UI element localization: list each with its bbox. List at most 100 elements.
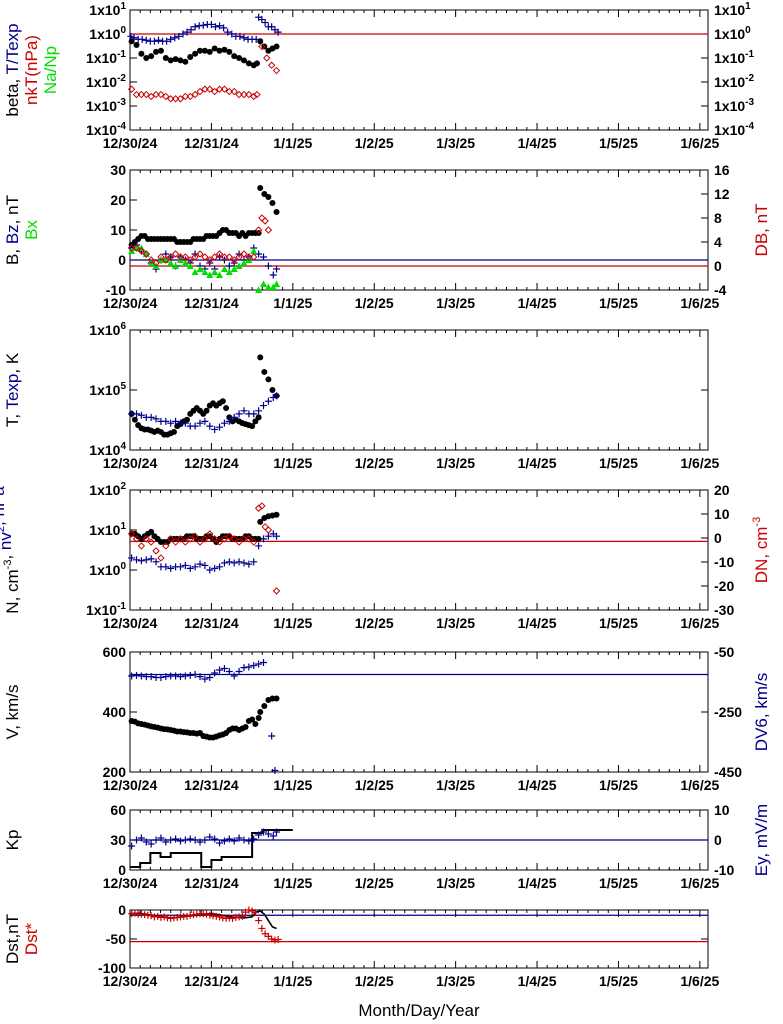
y-tick-label: 400 xyxy=(103,704,127,720)
data-point xyxy=(219,398,226,405)
data-point xyxy=(137,247,146,255)
y-axis-label-line-0: beta, T/Texp xyxy=(3,23,22,116)
data-point xyxy=(152,90,160,99)
data-point xyxy=(245,535,253,543)
data-point xyxy=(167,35,175,43)
data-point xyxy=(264,830,272,838)
data-point xyxy=(265,194,272,200)
data-point xyxy=(252,721,259,727)
data-point xyxy=(183,28,191,36)
series-3 xyxy=(128,530,281,574)
x-tick-label: 12/31/24 xyxy=(184,135,239,151)
data-point xyxy=(162,838,170,846)
data-point xyxy=(176,253,185,261)
data-point xyxy=(201,836,209,844)
data-point xyxy=(268,935,276,943)
right-y-tick-label: 0 xyxy=(714,832,722,848)
x-tick-label: 1/5/25 xyxy=(599,777,638,793)
data-point xyxy=(206,256,214,264)
series-4 xyxy=(127,502,281,595)
right-y-tick-label: -4 xyxy=(714,282,727,298)
series-2 xyxy=(257,511,280,525)
y-tick-label: 30 xyxy=(110,832,126,848)
panel-1: 12/30/24 12/31/24 1/1/25 1/2/25 1/3/25 1/4/25… xyxy=(3,1,754,151)
data-point xyxy=(191,23,199,31)
data-point xyxy=(172,417,180,425)
data-point xyxy=(142,535,150,543)
series-3 xyxy=(128,659,279,774)
data-point xyxy=(235,262,243,269)
data-point xyxy=(191,532,199,540)
x-tick-label: 1/4/25 xyxy=(518,777,557,793)
data-point xyxy=(274,936,282,944)
y-axis-label-line-0: V, km/s xyxy=(3,684,22,739)
y-tick-label: 1x10-3 xyxy=(86,97,126,114)
data-point xyxy=(235,538,243,546)
x-tick-label: 1/6/25 xyxy=(680,875,719,891)
data-point xyxy=(142,36,150,44)
data-point xyxy=(191,836,199,844)
data-point xyxy=(211,564,219,572)
data-point xyxy=(240,836,248,844)
data-point xyxy=(240,535,248,543)
panel-3: 12/30/24 12/31/24 1/1/25 1/2/25 1/3/25 1/4/25… xyxy=(3,321,720,471)
data-point xyxy=(223,405,230,412)
data-point xyxy=(170,428,177,435)
series-1 xyxy=(128,715,262,741)
data-point xyxy=(235,253,243,261)
panel-2: 12/30/24 12/31/24 1/1/25 1/2/25 1/3/25 1/4/25… xyxy=(3,162,771,311)
data-point xyxy=(157,47,164,54)
data-point xyxy=(183,912,191,920)
data-point xyxy=(215,538,224,546)
data-point xyxy=(181,253,190,261)
x-tick-label: 1/3/25 xyxy=(436,615,475,631)
y-axis-label-line-0: Dst,nT xyxy=(3,914,22,964)
series-5 xyxy=(127,42,281,103)
data-point xyxy=(211,23,219,31)
x-tick-label: 12/30/24 xyxy=(103,777,158,793)
x-tick-label: 1/4/25 xyxy=(518,973,557,989)
data-point xyxy=(211,268,219,275)
data-point xyxy=(230,87,238,96)
data-point xyxy=(142,250,150,258)
series-5 xyxy=(127,214,273,267)
data-point xyxy=(269,200,276,206)
data-point xyxy=(133,41,140,48)
x-tick-label: 1/5/25 xyxy=(599,973,638,989)
data-point xyxy=(191,671,199,678)
data-point xyxy=(260,535,268,543)
data-point xyxy=(253,90,261,99)
data-point xyxy=(152,547,160,555)
x-tick-label: 1/5/25 xyxy=(599,615,638,631)
data-point xyxy=(235,410,243,418)
right-y-tick-label: 1x10-3 xyxy=(714,97,754,114)
right-y-tick-label: -10 xyxy=(714,554,734,570)
y-tick-label: 30 xyxy=(110,162,126,178)
data-point xyxy=(181,538,190,546)
data-point xyxy=(272,587,281,595)
series-2 xyxy=(257,38,280,54)
data-point xyxy=(257,354,264,361)
data-point xyxy=(127,530,136,538)
data-point xyxy=(225,668,233,675)
data-point xyxy=(182,58,189,65)
data-point xyxy=(260,402,268,410)
data-point xyxy=(216,22,224,30)
y-axis-label-line-1: Bx xyxy=(22,220,41,240)
data-point xyxy=(148,53,155,60)
data-point xyxy=(225,253,234,261)
data-point xyxy=(267,61,276,69)
series-4 xyxy=(255,13,282,36)
data-point xyxy=(240,34,248,42)
data-point xyxy=(127,85,136,93)
data-point xyxy=(245,560,253,568)
data-point xyxy=(206,566,214,574)
right-y-tick-label: 1x101 xyxy=(714,1,751,18)
data-point xyxy=(258,924,266,932)
y-tick-label: 1x101 xyxy=(89,1,126,18)
data-point xyxy=(201,268,209,275)
x-tick-label: 1/1/25 xyxy=(273,135,312,151)
data-point xyxy=(240,559,248,567)
data-point xyxy=(171,250,180,258)
y-tick-label: 20 xyxy=(110,192,126,208)
